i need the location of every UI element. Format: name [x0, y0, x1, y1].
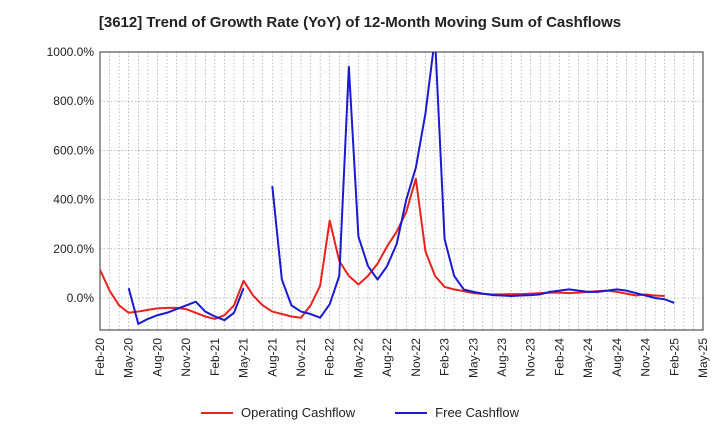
- chart-title: [3612] Trend of Growth Rate (YoY) of 12-…: [98, 14, 622, 31]
- x-tick-label: Feb-23: [438, 338, 452, 376]
- x-tick-label: May-21: [237, 338, 251, 378]
- series-line-operating-cashflow: [100, 177, 665, 320]
- y-tick-label: 800.0%: [53, 94, 94, 108]
- x-tick-label: Nov-20: [179, 338, 193, 377]
- series-line-free-cashflow: [127, 52, 675, 325]
- legend-item-free-cashflow: Free Cashflow: [395, 405, 519, 420]
- series-group: [100, 52, 675, 325]
- x-tick-label: Aug-24: [610, 338, 624, 377]
- x-tick-label: Nov-22: [409, 338, 423, 377]
- gridlines: [99, 51, 704, 330]
- x-tick-label: Feb-20: [93, 338, 107, 376]
- x-tick-label: Nov-21: [294, 338, 308, 377]
- y-tick-label: 200.0%: [53, 242, 94, 256]
- x-tick-label: Aug-21: [265, 338, 279, 377]
- legend-label-operating-cashflow: Operating Cashflow: [241, 405, 356, 420]
- x-tick-label: May-23: [466, 338, 480, 378]
- legend-item-operating-cashflow: Operating Cashflow: [201, 405, 355, 420]
- x-tick-label: Nov-24: [639, 338, 653, 377]
- y-tick-label: 0.0%: [67, 291, 95, 305]
- x-tick-label: Feb-22: [323, 338, 337, 376]
- legend-swatch-free-cashflow: [395, 411, 428, 414]
- y-tick-label: 400.0%: [53, 193, 94, 207]
- x-tick-label: Feb-24: [552, 338, 566, 376]
- x-tick-label: Nov-23: [524, 338, 538, 377]
- x-tick-label: Feb-25: [667, 338, 681, 376]
- x-tick-label: May-20: [122, 338, 136, 378]
- y-tick-label: 600.0%: [53, 143, 94, 157]
- legend-label-free-cashflow: Free Cashflow: [435, 405, 519, 420]
- x-tick-label: Aug-22: [380, 338, 394, 377]
- x-tick-label: Aug-20: [150, 338, 164, 377]
- chart-legend: Operating Cashflow Free Cashflow: [0, 405, 720, 420]
- x-tick-label: Feb-21: [208, 338, 222, 376]
- plot-frame: [99, 51, 704, 331]
- legend-swatch-operating-cashflow: [201, 411, 233, 414]
- x-tick-label: May-25: [696, 338, 710, 378]
- x-tick-label: May-24: [581, 338, 595, 378]
- x-tick-label: Aug-23: [495, 338, 509, 377]
- x-tick-label: May-22: [351, 338, 365, 378]
- y-tick-label: 1000.0%: [47, 45, 95, 59]
